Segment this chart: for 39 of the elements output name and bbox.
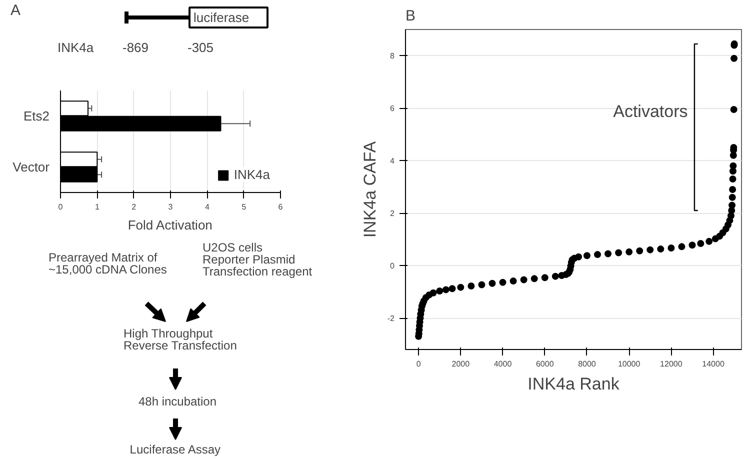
chart-title: B bbox=[406, 8, 416, 24]
x-tick-label: 5 bbox=[242, 202, 247, 212]
y-axis-title: INK4a CAFA bbox=[360, 140, 380, 238]
text: INK4a bbox=[58, 40, 94, 55]
text: 48h incubation bbox=[138, 394, 217, 408]
x-tick-label: 2000 bbox=[452, 360, 470, 368]
text: A bbox=[10, 2, 21, 19]
x-tick-label: 0 bbox=[58, 202, 64, 212]
x-tick-label: 14000 bbox=[702, 360, 725, 368]
y-tick-label: Ets2 bbox=[23, 108, 50, 124]
x-tick-label: 4 bbox=[204, 202, 210, 212]
x-tick-label: 2 bbox=[132, 202, 137, 212]
y-tick-label: 6 bbox=[390, 104, 396, 114]
y-tick-label: 8 bbox=[390, 52, 396, 61]
text: Luciferase Assay bbox=[130, 442, 221, 456]
text: U2OS cells Reporter Plasmid Transfection reagent bbox=[202, 240, 313, 278]
x-tick-label: 6 bbox=[278, 202, 284, 212]
x-tick-label: 3 bbox=[168, 202, 174, 212]
x-tick-label: 10000 bbox=[618, 360, 641, 368]
text: High Throughput Reverse Transfection bbox=[124, 326, 237, 352]
text: -305 bbox=[188, 40, 214, 55]
x-axis-title: Fold Activation bbox=[128, 218, 212, 232]
y-tick-label: Vector bbox=[12, 160, 50, 174]
x-tick-label: 0 bbox=[416, 360, 422, 368]
text: Prearrayed Matrix of ~15,000 cDNA Clones bbox=[48, 250, 167, 276]
y-tick-label: 4 bbox=[390, 156, 396, 166]
text: luciferase bbox=[194, 10, 250, 25]
y-tick-label: 0 bbox=[390, 262, 396, 271]
x-tick-label: 1 bbox=[94, 202, 100, 212]
x-axis-title: INK4a Rank bbox=[528, 374, 620, 394]
text: -869 bbox=[122, 40, 149, 55]
x-tick-label: 6000 bbox=[536, 360, 554, 368]
x-tick-label: 4000 bbox=[494, 360, 512, 368]
x-tick-label: 8000 bbox=[578, 360, 596, 368]
y-tick-label: -2 bbox=[387, 314, 396, 324]
annotation: Activators bbox=[613, 102, 688, 121]
legend-label: INK4a bbox=[234, 167, 270, 182]
y-tick-label: 2 bbox=[390, 209, 396, 218]
x-tick-label: 12000 bbox=[660, 360, 683, 368]
